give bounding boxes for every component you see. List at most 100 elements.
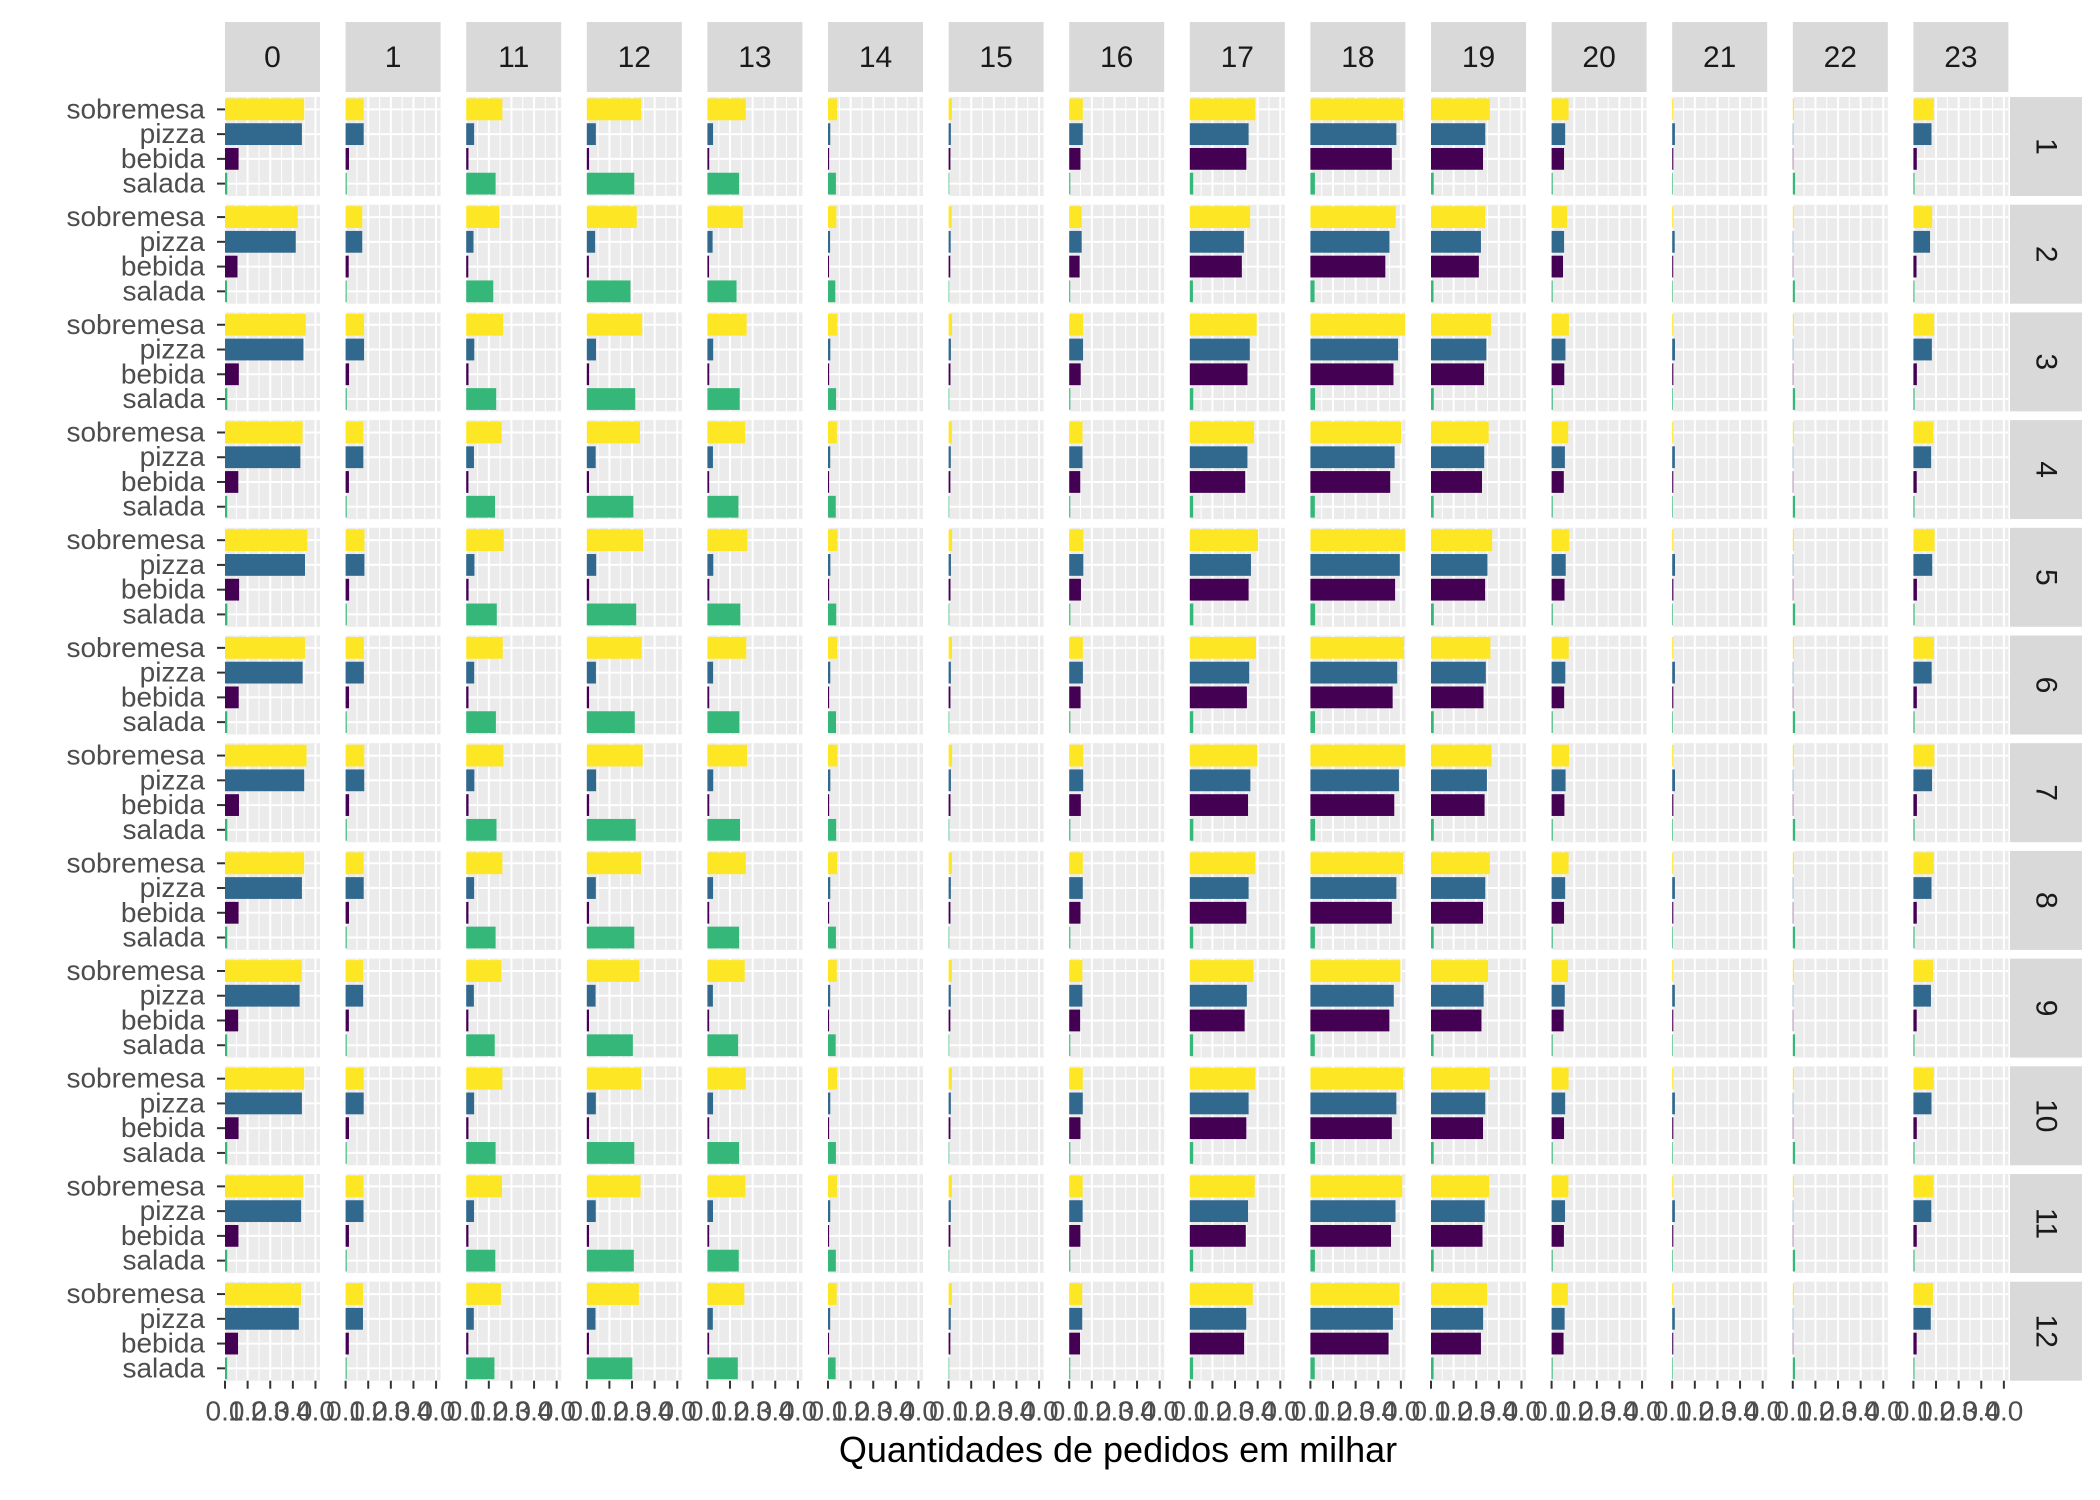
- bar-salada: [1069, 1034, 1071, 1057]
- bar-sobremesa: [1189, 529, 1259, 552]
- bar-pizza: [1913, 123, 1932, 146]
- bar-pizza: [1069, 338, 1084, 361]
- bar-sobremesa: [1551, 421, 1569, 444]
- bar-sobremesa: [466, 421, 502, 444]
- bar-bebida: [345, 1009, 349, 1032]
- bar-sobremesa: [828, 744, 838, 767]
- y-tick-label: pizza: [140, 549, 206, 580]
- bar-sobremesa: [828, 852, 838, 875]
- bar-bebida: [1310, 1224, 1392, 1247]
- bar-sobremesa: [1069, 529, 1084, 552]
- bar-bebida: [707, 147, 710, 170]
- bar-pizza: [1672, 123, 1675, 146]
- bar-bebida: [345, 1332, 349, 1355]
- bar-salada: [1672, 926, 1673, 949]
- bar-pizza: [828, 1200, 831, 1223]
- bar-salada: [1431, 1357, 1434, 1380]
- bar-pizza: [1913, 446, 1932, 469]
- row-strip: [2010, 1281, 2082, 1381]
- bar-salada: [225, 711, 228, 734]
- bar-sobremesa: [1913, 529, 1935, 552]
- bar-sobremesa: [225, 852, 305, 875]
- bar-sobremesa: [1913, 636, 1934, 659]
- bar-sobremesa: [1431, 960, 1489, 982]
- column-strip-label: 1: [385, 41, 402, 74]
- bar-pizza: [586, 769, 597, 792]
- bar-sobremesa: [707, 529, 748, 552]
- x-tick-label: 3.0: [1359, 1396, 1398, 1427]
- bar-pizza: [586, 338, 597, 361]
- bar-bebida: [345, 363, 350, 386]
- bar-pizza: [225, 769, 305, 792]
- bar-pizza: [828, 984, 831, 1007]
- bar-bebida: [345, 1117, 349, 1140]
- bar-salada: [586, 1249, 634, 1272]
- bar-sobremesa: [225, 960, 302, 982]
- bar-salada: [707, 818, 741, 841]
- bar-sobremesa: [828, 1283, 837, 1305]
- panel-background: [948, 850, 1044, 950]
- y-tick-label: pizza: [140, 657, 206, 688]
- y-tick-label: bebida: [121, 1112, 206, 1143]
- x-tick-label: 2.0: [1577, 1396, 1616, 1427]
- x-tick-label: 2.0: [1819, 1396, 1858, 1427]
- bar-sobremesa: [1431, 744, 1492, 767]
- bar-salada: [345, 711, 347, 734]
- bar-sobremesa: [1672, 206, 1674, 228]
- bar-bebida: [828, 147, 830, 170]
- bar-bebida: [1672, 363, 1674, 386]
- bar-sobremesa: [1792, 206, 1794, 228]
- bar-salada: [586, 172, 635, 195]
- bar-bebida: [828, 901, 830, 924]
- bar-salada: [345, 603, 347, 626]
- bar-salada: [707, 495, 739, 518]
- bar-salada: [707, 1034, 739, 1057]
- panel-background: [828, 204, 923, 304]
- bar-bebida: [1189, 794, 1249, 816]
- bar-pizza: [1913, 230, 1931, 253]
- panel-background: [1792, 312, 1888, 412]
- bar-salada: [1069, 603, 1071, 626]
- column-strip: [466, 22, 562, 92]
- y-tick-label: pizza: [140, 1087, 206, 1118]
- bar-bebida: [948, 471, 951, 493]
- bar-pizza: [948, 446, 951, 469]
- bar-sobremesa: [1913, 852, 1934, 875]
- bar-bebida: [1431, 1224, 1483, 1247]
- bar-bebida: [1551, 471, 1564, 493]
- y-tick-label: sobremesa: [66, 201, 205, 232]
- bar-bebida: [586, 578, 590, 601]
- bar-bebida: [1913, 147, 1917, 170]
- bar-salada: [586, 926, 635, 949]
- column-strip-label: 21: [1703, 41, 1736, 74]
- bar-pizza: [1672, 877, 1675, 899]
- bar-pizza: [828, 1092, 831, 1115]
- bar-sobremesa: [1672, 313, 1674, 336]
- bar-bebida: [828, 686, 830, 709]
- x-tick-label: 0.0: [1050, 1396, 1089, 1427]
- bar-bebida: [1913, 471, 1917, 493]
- bar-bebida: [1431, 901, 1484, 924]
- bar-salada: [1310, 818, 1316, 841]
- bar-salada: [828, 1357, 836, 1380]
- bar-pizza: [345, 661, 364, 684]
- bar-pizza: [948, 984, 951, 1007]
- x-tick-label: 1.0: [469, 1396, 508, 1427]
- bar-bebida: [1069, 901, 1081, 924]
- bar-salada: [1189, 172, 1194, 195]
- bar-sobremesa: [586, 98, 642, 121]
- bar-sobremesa: [225, 421, 303, 444]
- y-tick-label: sobremesa: [66, 1063, 205, 1094]
- bar-bebida: [707, 578, 710, 601]
- x-tick-label: 2.0: [1216, 1396, 1255, 1427]
- bar-bebida: [466, 363, 469, 386]
- bar-pizza: [345, 338, 365, 361]
- bar-salada: [1431, 603, 1434, 626]
- column-strip-label: 13: [738, 41, 771, 74]
- bar-salada: [1069, 1249, 1071, 1272]
- bar-bebida: [1431, 1332, 1481, 1355]
- bar-pizza: [466, 877, 475, 899]
- y-tick-label: pizza: [140, 872, 206, 903]
- bar-sobremesa: [466, 529, 504, 552]
- panel-background: [1792, 1066, 1888, 1166]
